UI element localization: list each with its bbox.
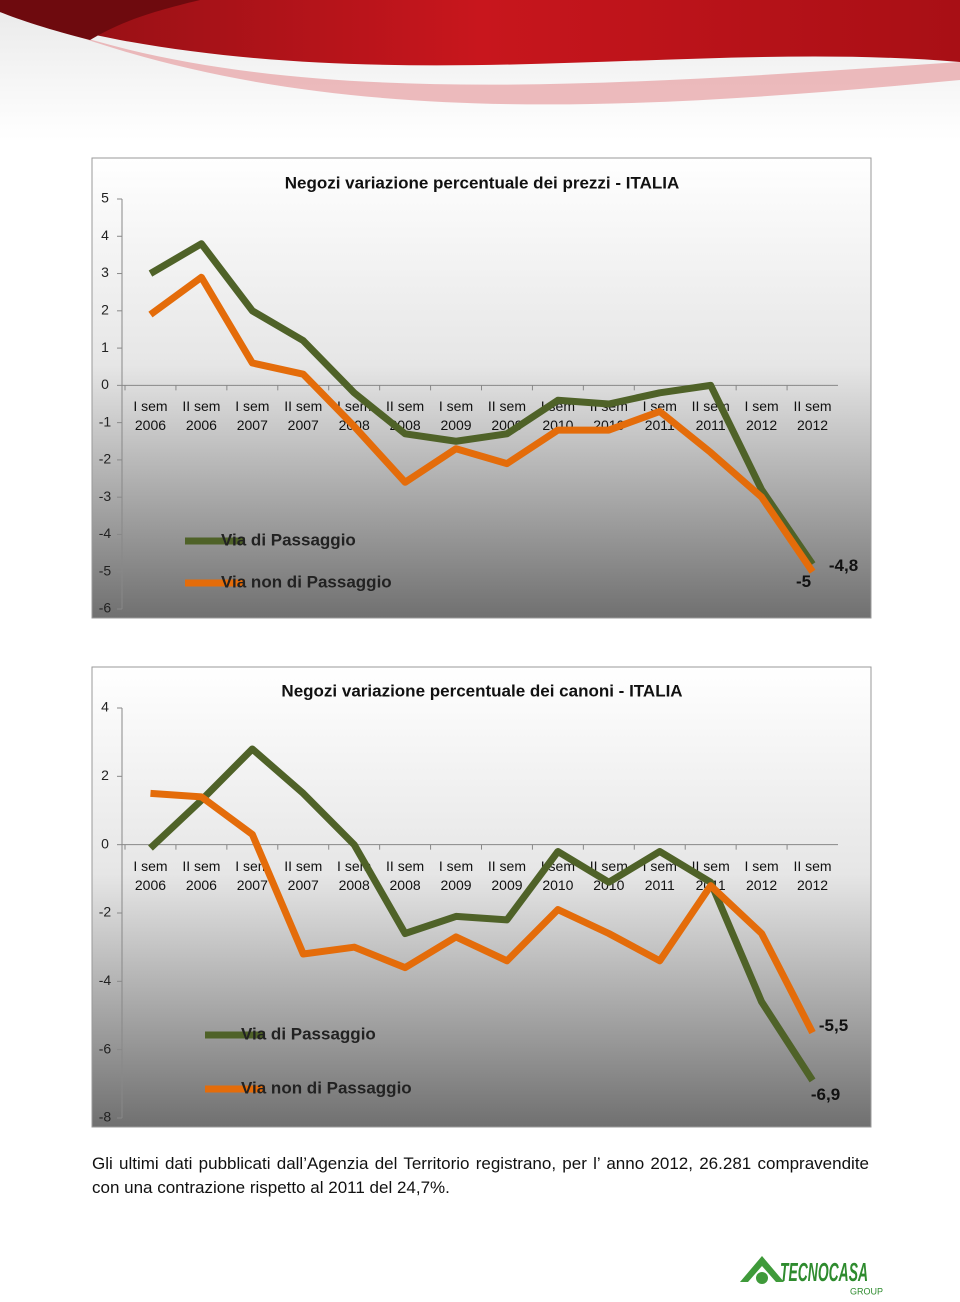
series-line [148, 273, 816, 574]
y-tick-label: -8 [99, 1109, 112, 1125]
y-tick-label: 2 [101, 302, 109, 318]
x-tick-label-box: I sem 2009 [438, 398, 474, 434]
x-tick-label: II sem 2007 [284, 398, 323, 434]
logo-icon [756, 1272, 768, 1284]
series-line [150, 789, 816, 1035]
header-swoosh-light [60, 30, 960, 105]
x-tick-label: II sem 2010 [589, 857, 628, 893]
x-tick-label-box: II sem 2011 [692, 858, 730, 893]
y-tick-label: 3 [101, 264, 109, 280]
y-tick-label: -6 [99, 600, 112, 616]
y-tick-label: -2 [99, 904, 112, 920]
legend-label: Via non di Passaggio [241, 1078, 412, 1097]
y-tick-label: -5 [99, 562, 112, 578]
x-tick-label: I sem 2009 [438, 398, 474, 434]
x-tick-label-box: II sem 2012 [793, 398, 832, 434]
y-tick-label: 2 [101, 767, 109, 783]
x-tick-label: I sem 2006 [133, 398, 168, 434]
x-tick-label: II sem 2012 [793, 398, 832, 434]
x-tick-label-box: I sem 2012 [744, 857, 779, 893]
header-swoosh-dark [0, 0, 200, 40]
x-tick-label-box: I sem 2007 [235, 398, 270, 434]
x-tick-label-box: II sem 2012 [793, 857, 832, 893]
y-tick-label: -4 [99, 525, 112, 541]
x-tick-label-box: II sem 2009 [487, 857, 527, 893]
x-tick-label-box: II sem 2007 [284, 857, 323, 893]
x-tick-label-box: I sem 2011 [642, 857, 677, 893]
y-tick-label: -4 [99, 972, 112, 988]
logo-icon [740, 1256, 784, 1282]
x-tick-label: II sem 2007 [284, 857, 323, 893]
x-tick-label: I sem 2012 [744, 857, 779, 893]
x-tick-label: I sem 2006 [133, 857, 168, 893]
legend-label: Via di Passaggio [221, 530, 356, 549]
paragraph: Gli ultimi dati pubblicati dall’Agenzia … [92, 1154, 869, 1197]
value-label: -6,9 [811, 1085, 840, 1104]
x-tick-label: II sem 2006 [182, 857, 221, 893]
value-label: -5 [796, 572, 811, 591]
chart-frame [91, 666, 872, 1128]
value-label: -5,5 [819, 1016, 848, 1035]
series-line [148, 240, 816, 567]
y-tick-label: 0 [101, 376, 109, 392]
y-tick-label: 1 [101, 339, 109, 355]
x-tick-label-box: II sem 2006 [182, 398, 221, 434]
y-tick-label: -6 [99, 1040, 112, 1056]
x-tick-label-box: I sem 2006 [133, 398, 168, 434]
value-label: -4,8 [829, 556, 858, 575]
x-tick-label-box: I sem 2009 [438, 857, 474, 893]
logo-name: TECNOCASA [780, 1257, 868, 1287]
y-tick-label: 4 [101, 227, 109, 243]
y-tick-label: 5 [101, 190, 109, 206]
x-tick-label: I sem 2012 [744, 398, 779, 434]
x-tick-label: II sem 2009 [487, 857, 527, 893]
x-tick-label-box: II sem 2008 [386, 857, 425, 893]
x-tick-label: II sem 2008 [386, 857, 425, 893]
chart-title: Negozi variazione percentuale dei canoni… [281, 681, 682, 700]
x-tick-label-box: II sem 2007 [284, 398, 323, 434]
x-tick-label: II sem 2012 [793, 857, 832, 893]
y-tick-label: -1 [99, 413, 112, 429]
y-tick-label: -2 [99, 451, 112, 467]
x-tick-label: I sem 2007 [235, 398, 270, 434]
series-line [148, 745, 816, 1083]
x-tick-label-box: I sem 2012 [744, 398, 779, 434]
legend-label: Via di Passaggio [241, 1024, 376, 1043]
logo-sub: GROUP [850, 1286, 883, 1296]
x-tick-label: I sem 2009 [438, 857, 474, 893]
y-tick-label: -3 [99, 488, 112, 504]
x-tick-label-box: II sem 2006 [182, 857, 221, 893]
x-tick-label-box: I sem 2006 [133, 857, 168, 893]
header-swoosh [0, 0, 960, 66]
y-tick-label: 0 [101, 835, 109, 851]
legend-label: Via non di Passaggio [221, 572, 392, 591]
chart-title: Negozi variazione percentuale dei prezzi… [285, 173, 680, 192]
x-tick-label: I sem 2011 [642, 857, 677, 893]
logo: TECNOCASA GROUP [740, 1256, 883, 1296]
x-tick-label: II sem 2006 [182, 398, 221, 434]
x-tick-label-box: II sem 2010 [589, 857, 628, 893]
y-tick-label: 4 [101, 699, 109, 715]
